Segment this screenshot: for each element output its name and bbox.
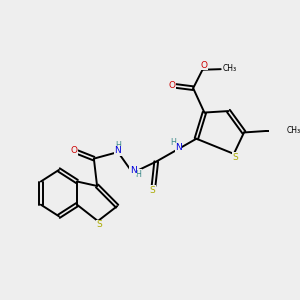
Text: N: N [130,166,136,175]
Text: N: N [115,146,121,155]
Text: S: S [149,186,155,195]
Text: CH₃: CH₃ [287,126,300,135]
Text: S: S [232,153,238,162]
Text: O: O [169,81,176,90]
Text: S: S [96,220,102,229]
Text: CH₃: CH₃ [223,64,237,73]
Text: N: N [175,143,182,152]
Text: H: H [116,141,122,150]
Text: O: O [200,61,207,70]
Text: H: H [170,138,176,147]
Text: O: O [70,146,78,155]
Text: H: H [136,170,142,179]
